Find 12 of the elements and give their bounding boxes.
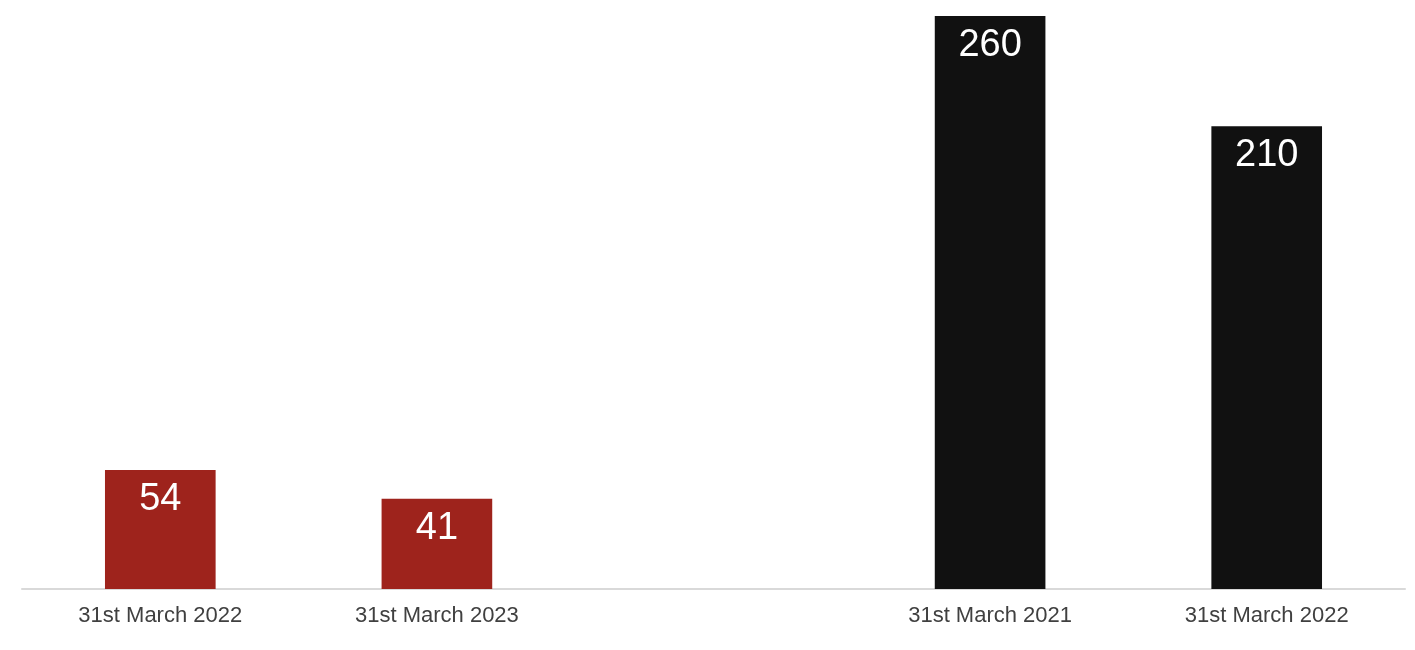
bar xyxy=(381,498,493,589)
data-label: 54 xyxy=(139,475,182,518)
data-label: 41 xyxy=(415,504,459,547)
x-tick-label: 31st March 2022 xyxy=(78,601,243,627)
data-label: 260 xyxy=(958,22,1022,64)
bar xyxy=(1211,126,1323,589)
bar xyxy=(934,16,1046,589)
x-tick-label: 31st March 2022 xyxy=(1184,601,1349,627)
bar xyxy=(104,469,216,589)
x-tick-label: 31st March 2023 xyxy=(354,601,519,627)
data-label: 210 xyxy=(1235,132,1299,175)
x-tick-label: 31st March 2021 xyxy=(908,601,1073,627)
